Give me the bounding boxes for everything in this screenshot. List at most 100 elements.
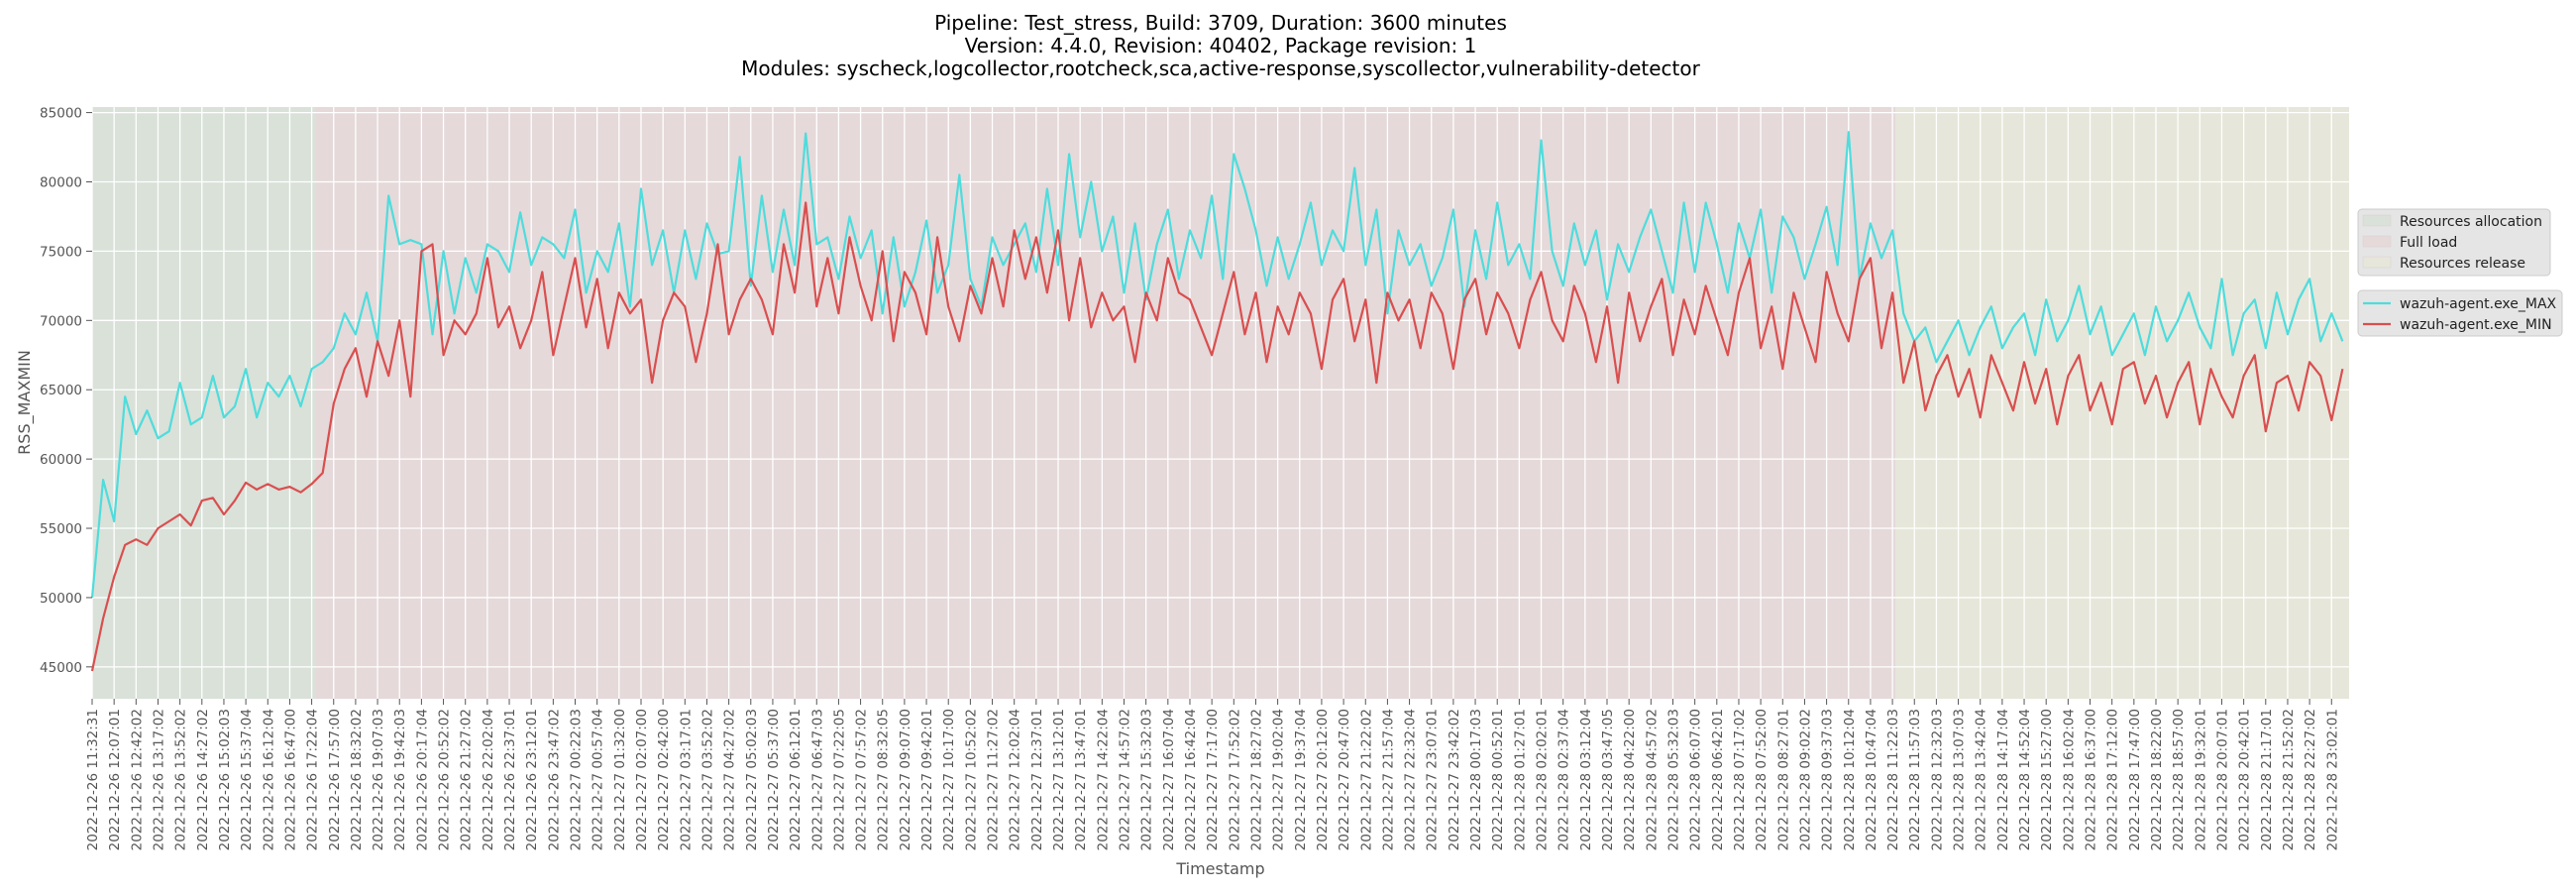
x-tick-label: 2022-12-27 02:07:00 [634, 709, 650, 850]
x-tick-label: 2022-12-26 13:17:02 [151, 709, 166, 850]
x-tick-label: 2022-12-28 06:07:00 [1688, 709, 1704, 850]
x-tick-label: 2022-12-28 13:42:04 [1974, 709, 1989, 850]
region-resources-release [1895, 107, 2349, 699]
phase-legend-box [2357, 208, 2551, 277]
x-tick-label: 2022-12-28 07:52:00 [1754, 709, 1770, 850]
x-tick-label: 2022-12-28 20:07:01 [2214, 709, 2230, 850]
y-tick-label: 60000 [40, 452, 82, 468]
x-tick-label: 2022-12-27 03:17:01 [678, 709, 694, 850]
x-tick-label: 2022-12-27 19:37:04 [1293, 709, 1309, 850]
y-tick-label: 85000 [40, 106, 82, 122]
x-tick-label: 2022-12-27 02:42:00 [656, 709, 672, 850]
x-tick-label: 2022-12-27 13:47:01 [1073, 709, 1089, 850]
x-axis-label: Timestamp [1175, 859, 1264, 878]
x-tick-label: 2022-12-27 03:52:02 [699, 709, 715, 850]
x-tick-label: 2022-12-28 07:17:02 [1732, 709, 1748, 850]
x-tick-label: 2022-12-27 04:27:02 [722, 709, 738, 850]
x-tick-label: 2022-12-28 11:22:03 [1885, 709, 1901, 850]
x-tick-label: 2022-12-27 23:42:02 [1447, 709, 1462, 850]
x-tick-label: 2022-12-27 10:52:02 [963, 709, 979, 850]
x-tick-label: 2022-12-26 22:02:04 [481, 709, 496, 850]
x-tick-label: 2022-12-26 15:37:04 [239, 709, 255, 850]
region-resources-allocation [92, 107, 317, 699]
x-tick-label: 2022-12-28 16:02:04 [2061, 709, 2077, 850]
x-tick-label: 2022-12-26 12:42:02 [129, 709, 145, 850]
x-tick-label: 2022-12-27 00:22:03 [569, 709, 585, 850]
legend-swatch-region [2362, 214, 2392, 227]
x-tick-label: 2022-12-28 13:07:03 [1952, 709, 1968, 850]
x-tick-label: 2022-12-28 19:32:01 [2193, 709, 2208, 850]
x-tick-label: 2022-12-28 18:22:00 [2149, 709, 2165, 850]
x-tick-label: 2022-12-27 10:17:00 [941, 709, 957, 850]
x-tick-label: 2022-12-28 18:57:00 [2171, 709, 2187, 850]
x-tick-label: 2022-12-26 19:42:03 [392, 709, 408, 850]
x-tick-label: 2022-12-27 09:42:01 [919, 709, 935, 850]
x-tick-label: 2022-12-26 20:52:02 [437, 709, 453, 850]
x-tick-label: 2022-12-26 21:27:02 [459, 709, 475, 850]
x-tick-label: 2022-12-26 13:52:02 [173, 709, 189, 850]
x-tick-label: 2022-12-28 11:57:03 [1907, 709, 1923, 850]
x-tick-label: 2022-12-27 01:32:00 [612, 709, 628, 850]
x-tick-label: 2022-12-27 19:02:04 [1271, 709, 1287, 850]
x-tick-label: 2022-12-27 18:27:02 [1248, 709, 1264, 850]
x-tick-label: 2022-12-28 00:52:01 [1490, 709, 1506, 850]
x-tick-label: 2022-12-27 21:57:04 [1380, 709, 1396, 850]
x-tick-label: 2022-12-28 22:27:02 [2303, 709, 2318, 850]
x-tick-label: 2022-12-28 04:22:00 [1622, 709, 1638, 850]
y-tick-label: 70000 [40, 313, 82, 329]
chart-title: Pipeline: Test_stress, Build: 3709, Dura… [741, 11, 1701, 80]
legend-label-series: wazuh-agent.exe_MAX [2400, 296, 2557, 312]
x-tick-label: 2022-12-27 16:42:04 [1183, 709, 1199, 850]
x-tick-label: 2022-12-26 22:37:01 [502, 709, 518, 850]
x-tick-label: 2022-12-27 08:32:05 [876, 709, 892, 850]
x-tick-label: 2022-12-27 12:37:01 [1029, 709, 1045, 850]
series-line-min [90, 201, 2344, 672]
x-tick-label: 2022-12-26 18:32:02 [349, 709, 365, 850]
title-line-2: Version: 4.4.0, Revision: 40402, Package… [965, 34, 1477, 57]
x-axis: 2022-12-26 11:32:31 2022-12-26 12:07:01 20… [85, 699, 2340, 850]
x-tick-label: 2022-12-27 17:17:00 [1205, 709, 1221, 850]
x-tick-label: 2022-12-28 16:37:00 [2084, 709, 2099, 850]
x-tick-label: 2022-12-27 09:07:00 [898, 709, 913, 850]
x-tick-label: 2022-12-27 00:57:04 [590, 709, 606, 850]
legend-swatch-region [2362, 256, 2392, 269]
x-tick-label: 2022-12-26 15:02:03 [217, 709, 233, 850]
x-tick-label: 2022-12-28 09:02:02 [1797, 709, 1813, 850]
legend-label-region: Resources release [2400, 256, 2525, 272]
x-tick-label: 2022-12-26 16:12:04 [261, 709, 276, 850]
x-tick-label: 2022-12-28 10:47:04 [1864, 709, 1879, 850]
phase-regions [92, 107, 2349, 699]
x-tick-label: 2022-12-28 00:17:03 [1468, 709, 1484, 850]
x-tick-label: 2022-12-28 14:17:04 [1995, 709, 2011, 850]
x-tick-label: 2022-12-27 23:07:01 [1425, 709, 1441, 850]
x-tick-label: 2022-12-27 05:02:03 [744, 709, 760, 850]
x-tick-label: 2022-12-27 14:22:04 [1095, 709, 1111, 850]
x-tick-label: 2022-12-27 07:22:05 [831, 709, 847, 850]
y-tick-label: 65000 [40, 383, 82, 398]
legend-label-series: wazuh-agent.exe_MIN [2400, 317, 2552, 333]
x-tick-label: 2022-12-26 23:47:02 [546, 709, 562, 850]
x-tick-label: 2022-12-26 23:12:01 [524, 709, 540, 850]
x-tick-label: 2022-12-26 20:17:04 [414, 709, 430, 850]
x-tick-label: 2022-12-26 17:22:04 [305, 709, 321, 850]
x-tick-label: 2022-12-28 02:37:04 [1556, 709, 1572, 850]
y-tick-label: 55000 [40, 521, 82, 537]
x-tick-label: 2022-12-28 09:37:03 [1820, 709, 1836, 850]
x-tick-label: 2022-12-28 05:32:03 [1665, 709, 1681, 850]
x-tick-label: 2022-12-28 20:42:01 [2237, 709, 2253, 850]
x-tick-label: 2022-12-28 15:27:00 [2039, 709, 2055, 850]
x-tick-label: 2022-12-27 06:47:03 [809, 709, 825, 850]
title-line-3: Modules: syscheck,logcollector,rootcheck… [741, 56, 1701, 80]
x-tick-label: 2022-12-26 11:32:31 [85, 709, 101, 850]
x-tick-label: 2022-12-27 07:57:02 [854, 709, 870, 850]
x-tick-label: 2022-12-28 03:47:05 [1600, 709, 1616, 850]
x-tick-label: 2022-12-26 14:27:02 [195, 709, 211, 850]
x-tick-label: 2022-12-28 02:02:01 [1535, 709, 1551, 850]
x-tick-label: 2022-12-28 01:27:01 [1512, 709, 1528, 850]
legend-swatch-region [2362, 235, 2392, 248]
series-lines [90, 131, 2344, 672]
x-tick-label: 2022-12-27 11:27:02 [986, 709, 1002, 850]
x-tick-label: 2022-12-26 12:07:01 [107, 709, 123, 850]
legend-label-region: Full load [2400, 235, 2457, 251]
